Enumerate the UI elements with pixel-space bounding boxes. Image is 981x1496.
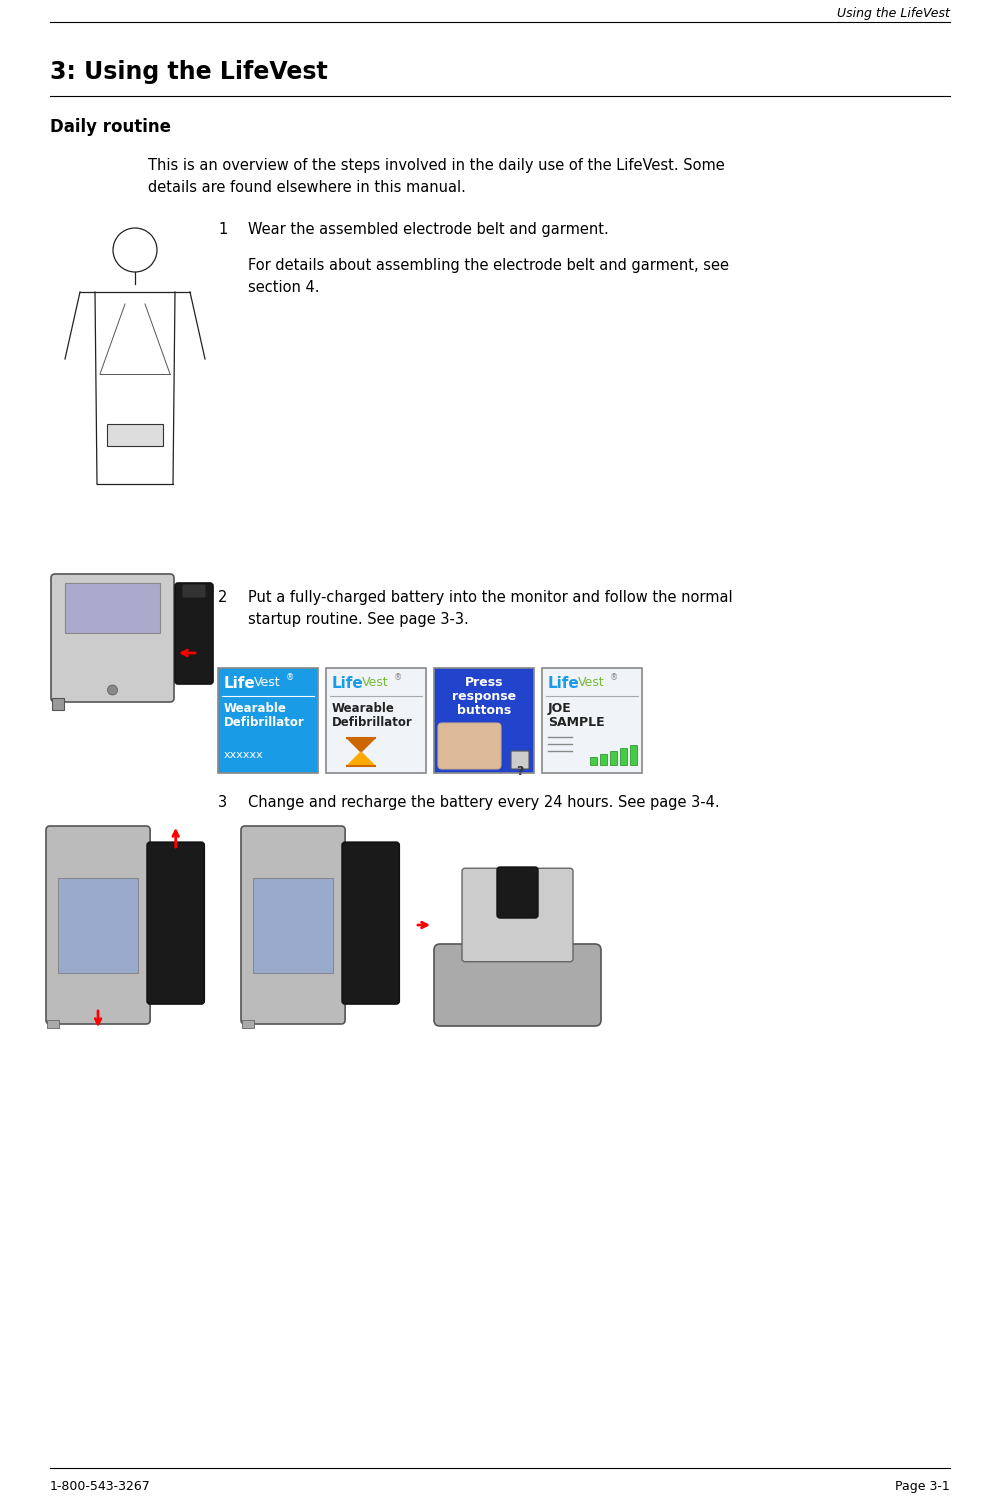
FancyBboxPatch shape xyxy=(51,574,174,702)
Text: Defibrillator: Defibrillator xyxy=(224,717,305,729)
Text: Wear the assembled electrode belt and garment.: Wear the assembled electrode belt and ga… xyxy=(248,221,609,236)
FancyBboxPatch shape xyxy=(462,868,573,962)
FancyBboxPatch shape xyxy=(600,754,607,764)
FancyBboxPatch shape xyxy=(610,751,617,764)
FancyBboxPatch shape xyxy=(542,669,642,773)
FancyBboxPatch shape xyxy=(147,842,204,1004)
FancyBboxPatch shape xyxy=(175,583,213,684)
FancyBboxPatch shape xyxy=(52,699,64,711)
FancyBboxPatch shape xyxy=(218,669,318,773)
FancyBboxPatch shape xyxy=(511,751,529,769)
Text: buttons: buttons xyxy=(457,705,511,717)
Text: ®: ® xyxy=(610,673,618,682)
Text: Using the LifeVest: Using the LifeVest xyxy=(837,7,950,19)
FancyBboxPatch shape xyxy=(58,878,138,972)
Text: ?: ? xyxy=(516,764,524,778)
Text: Wearable: Wearable xyxy=(224,702,286,715)
FancyBboxPatch shape xyxy=(630,745,637,764)
Text: JOE: JOE xyxy=(548,702,572,715)
FancyBboxPatch shape xyxy=(342,842,399,1004)
Text: 1: 1 xyxy=(218,221,228,236)
FancyBboxPatch shape xyxy=(590,757,597,764)
Text: Life: Life xyxy=(224,676,256,691)
Text: Vest: Vest xyxy=(362,676,388,690)
Text: Wearable: Wearable xyxy=(332,702,395,715)
Text: Life: Life xyxy=(332,676,364,691)
Text: ®: ® xyxy=(286,673,294,682)
Text: 3: Using the LifeVest: 3: Using the LifeVest xyxy=(50,60,328,84)
Text: For details about assembling the electrode belt and garment, see
section 4.: For details about assembling the electro… xyxy=(248,257,729,295)
Text: This is an overview of the steps involved in the daily use of the LifeVest. Some: This is an overview of the steps involve… xyxy=(148,159,725,194)
Polygon shape xyxy=(347,738,375,752)
FancyBboxPatch shape xyxy=(434,669,534,773)
Text: 2: 2 xyxy=(218,589,228,604)
Circle shape xyxy=(108,685,118,696)
Text: 1-800-543-3267: 1-800-543-3267 xyxy=(50,1480,151,1493)
Text: Defibrillator: Defibrillator xyxy=(332,717,413,729)
FancyBboxPatch shape xyxy=(183,585,205,597)
Text: Life: Life xyxy=(548,676,580,691)
Text: Vest: Vest xyxy=(578,676,604,690)
Text: Daily routine: Daily routine xyxy=(50,118,171,136)
FancyBboxPatch shape xyxy=(253,878,334,972)
Text: Page 3-1: Page 3-1 xyxy=(896,1480,950,1493)
FancyBboxPatch shape xyxy=(242,1020,254,1028)
FancyBboxPatch shape xyxy=(47,1020,59,1028)
Text: Put a fully-charged battery into the monitor and follow the normal
startup routi: Put a fully-charged battery into the mon… xyxy=(248,589,733,627)
FancyBboxPatch shape xyxy=(46,826,150,1023)
Text: response: response xyxy=(452,690,516,703)
FancyBboxPatch shape xyxy=(107,423,163,446)
Text: Vest: Vest xyxy=(254,676,281,690)
Polygon shape xyxy=(347,752,375,766)
Text: ®: ® xyxy=(394,673,402,682)
Text: SAMPLE: SAMPLE xyxy=(548,717,604,729)
Text: xxxxxx: xxxxxx xyxy=(224,749,264,760)
Text: Change and recharge the battery every 24 hours. See page 3-4.: Change and recharge the battery every 24… xyxy=(248,794,720,809)
FancyBboxPatch shape xyxy=(241,826,345,1023)
FancyBboxPatch shape xyxy=(65,583,160,633)
FancyBboxPatch shape xyxy=(497,868,538,919)
FancyBboxPatch shape xyxy=(326,669,426,773)
FancyBboxPatch shape xyxy=(620,748,627,764)
Text: 3: 3 xyxy=(218,794,228,809)
FancyBboxPatch shape xyxy=(438,723,501,769)
Text: Press: Press xyxy=(465,676,503,690)
FancyBboxPatch shape xyxy=(434,944,601,1026)
